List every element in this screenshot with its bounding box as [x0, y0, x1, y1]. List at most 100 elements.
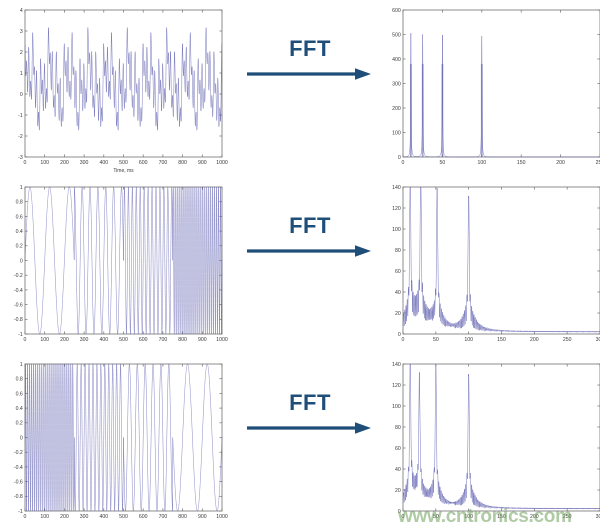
svg-text:250: 250 [563, 337, 572, 343]
fft-label-1: FFT [289, 36, 331, 61]
svg-text:0: 0 [398, 332, 401, 338]
svg-text:0.2: 0.2 [16, 421, 23, 427]
svg-text:100: 100 [40, 337, 49, 343]
chart-fft-chirp-down: 0 50 100 150 200 250 300 0 20 40 60 80 100 120 140 [375, 354, 600, 531]
svg-text:-2: -2 [18, 134, 23, 140]
svg-text:140: 140 [392, 362, 401, 368]
svg-text:200: 200 [60, 337, 69, 343]
svg-text:-1: -1 [18, 509, 23, 515]
svg-text:300: 300 [392, 81, 401, 87]
svg-text:-0.4: -0.4 [14, 288, 23, 294]
svg-text:800: 800 [178, 337, 187, 343]
fft-arrow-group-3: FFT [240, 354, 380, 531]
chart-fft-chirp-down-canvas: 0 50 100 150 200 250 300 0 20 40 60 80 100 120 140 [392, 362, 600, 520]
svg-text:200: 200 [530, 337, 539, 343]
svg-text:60: 60 [395, 269, 401, 275]
svg-text:0.2: 0.2 [16, 244, 23, 250]
svg-text:150: 150 [497, 514, 506, 520]
svg-text:-0.6: -0.6 [14, 303, 23, 309]
chart-fft-multitone: 0 50 100 150 200 250 0 100 200 300 400 500 600 [375, 0, 600, 177]
svg-text:0: 0 [20, 258, 23, 264]
svg-text:1: 1 [20, 362, 23, 368]
svg-text:60: 60 [395, 446, 401, 452]
svg-text:700: 700 [159, 160, 168, 166]
chart-fft-chirp-up: 0 50 100 150 200 250 300 0 20 40 60 80 100 120 140 [375, 177, 600, 354]
svg-text:0.4: 0.4 [16, 229, 23, 235]
chart-time-chirp-up-canvas: 0 100 200 300 400 500 600 700 800 900 1000 -1 -0.8 -0… [14, 185, 228, 343]
svg-text:500: 500 [119, 160, 128, 166]
chart-time-chirp-down-canvas: 0 100 200 300 400 500 600 700 800 900 1000 -1 -0.8 -0… [14, 362, 228, 520]
svg-text:100: 100 [464, 337, 473, 343]
svg-text:1000: 1000 [216, 514, 228, 520]
fft-label-2: FFT [289, 213, 331, 238]
svg-text:0: 0 [402, 160, 405, 166]
svg-text:50: 50 [433, 337, 439, 343]
svg-text:-0.2: -0.2 [14, 273, 23, 279]
svg-text:0.6: 0.6 [16, 214, 23, 220]
svg-text:300: 300 [80, 337, 89, 343]
fft-arrow-group-2: FFT [240, 177, 380, 354]
svg-text:0.4: 0.4 [16, 406, 23, 412]
svg-text:-1: -1 [18, 113, 23, 119]
svg-text:900: 900 [198, 160, 207, 166]
svg-text:0.8: 0.8 [16, 200, 23, 206]
svg-text:-0.2: -0.2 [14, 450, 23, 456]
svg-text:20: 20 [395, 488, 401, 494]
svg-text:-0.8: -0.8 [14, 494, 23, 500]
chart-time-multitone-canvas: 0 100 200 300 400 500 600 700 800 900 1000 -3 -2 -1 0 1… [18, 8, 228, 174]
svg-text:500: 500 [119, 514, 128, 520]
arrow-right-icon [247, 422, 371, 434]
svg-text:0: 0 [24, 514, 27, 520]
svg-text:700: 700 [159, 514, 168, 520]
svg-text:500: 500 [119, 337, 128, 343]
svg-text:4: 4 [20, 8, 23, 14]
svg-text:0: 0 [398, 509, 401, 515]
arrow-right-icon [247, 245, 371, 257]
svg-text:100: 100 [40, 160, 49, 166]
svg-text:0: 0 [24, 337, 27, 343]
svg-text:400: 400 [99, 514, 108, 520]
svg-text:40: 40 [395, 467, 401, 473]
svg-text:3: 3 [20, 29, 23, 35]
svg-text:300: 300 [80, 514, 89, 520]
svg-text:100: 100 [392, 130, 401, 136]
svg-text:0: 0 [398, 155, 401, 161]
svg-text:50: 50 [440, 160, 446, 166]
svg-text:250: 250 [563, 514, 572, 520]
chart-fft-multitone-canvas: 0 50 100 150 200 250 0 100 200 300 400 500 600 [392, 8, 600, 166]
svg-text:-3: -3 [18, 155, 23, 161]
svg-text:80: 80 [395, 248, 401, 254]
svg-text:900: 900 [198, 514, 207, 520]
svg-text:150: 150 [517, 160, 526, 166]
svg-text:100: 100 [392, 227, 401, 233]
svg-text:600: 600 [392, 8, 401, 14]
svg-text:120: 120 [392, 206, 401, 212]
svg-text:600: 600 [139, 160, 148, 166]
svg-text:-0.6: -0.6 [14, 480, 23, 486]
svg-text:Time, ms: Time, ms [113, 168, 134, 174]
svg-text:400: 400 [99, 337, 108, 343]
fft-row-chirp-up: 0 100 200 300 400 500 600 700 800 900 1000 -1 -0.8 -0… [0, 177, 600, 354]
svg-text:200: 200 [556, 160, 565, 166]
svg-text:0: 0 [24, 160, 27, 166]
svg-text:20: 20 [395, 311, 401, 317]
chart-time-multitone: 0 100 200 300 400 500 600 700 800 900 1000 -3 -2 -1 0 1… [0, 0, 245, 177]
svg-text:100: 100 [40, 514, 49, 520]
fft-row-multitone: 0 100 200 300 400 500 600 700 800 900 1000 -3 -2 -1 0 1… [0, 0, 600, 177]
svg-text:300: 300 [596, 514, 600, 520]
svg-text:0.6: 0.6 [16, 391, 23, 397]
fft-label-3: FFT [289, 390, 331, 415]
svg-text:1: 1 [20, 185, 23, 191]
svg-text:40: 40 [395, 290, 401, 296]
chart-time-chirp-up: 0 100 200 300 400 500 600 700 800 900 1000 -1 -0.8 -0… [0, 177, 245, 354]
svg-text:400: 400 [99, 160, 108, 166]
svg-text:1000: 1000 [216, 160, 228, 166]
svg-text:300: 300 [80, 160, 89, 166]
fft-arrow-group-1: FFT [240, 0, 380, 177]
svg-text:400: 400 [392, 57, 401, 63]
svg-text:1000: 1000 [216, 337, 228, 343]
svg-text:200: 200 [60, 160, 69, 166]
svg-text:200: 200 [530, 514, 539, 520]
chart-fft-chirp-up-canvas: 0 50 100 150 200 250 300 0 20 40 60 80 100 120 140 [392, 185, 600, 343]
svg-text:600: 600 [139, 514, 148, 520]
